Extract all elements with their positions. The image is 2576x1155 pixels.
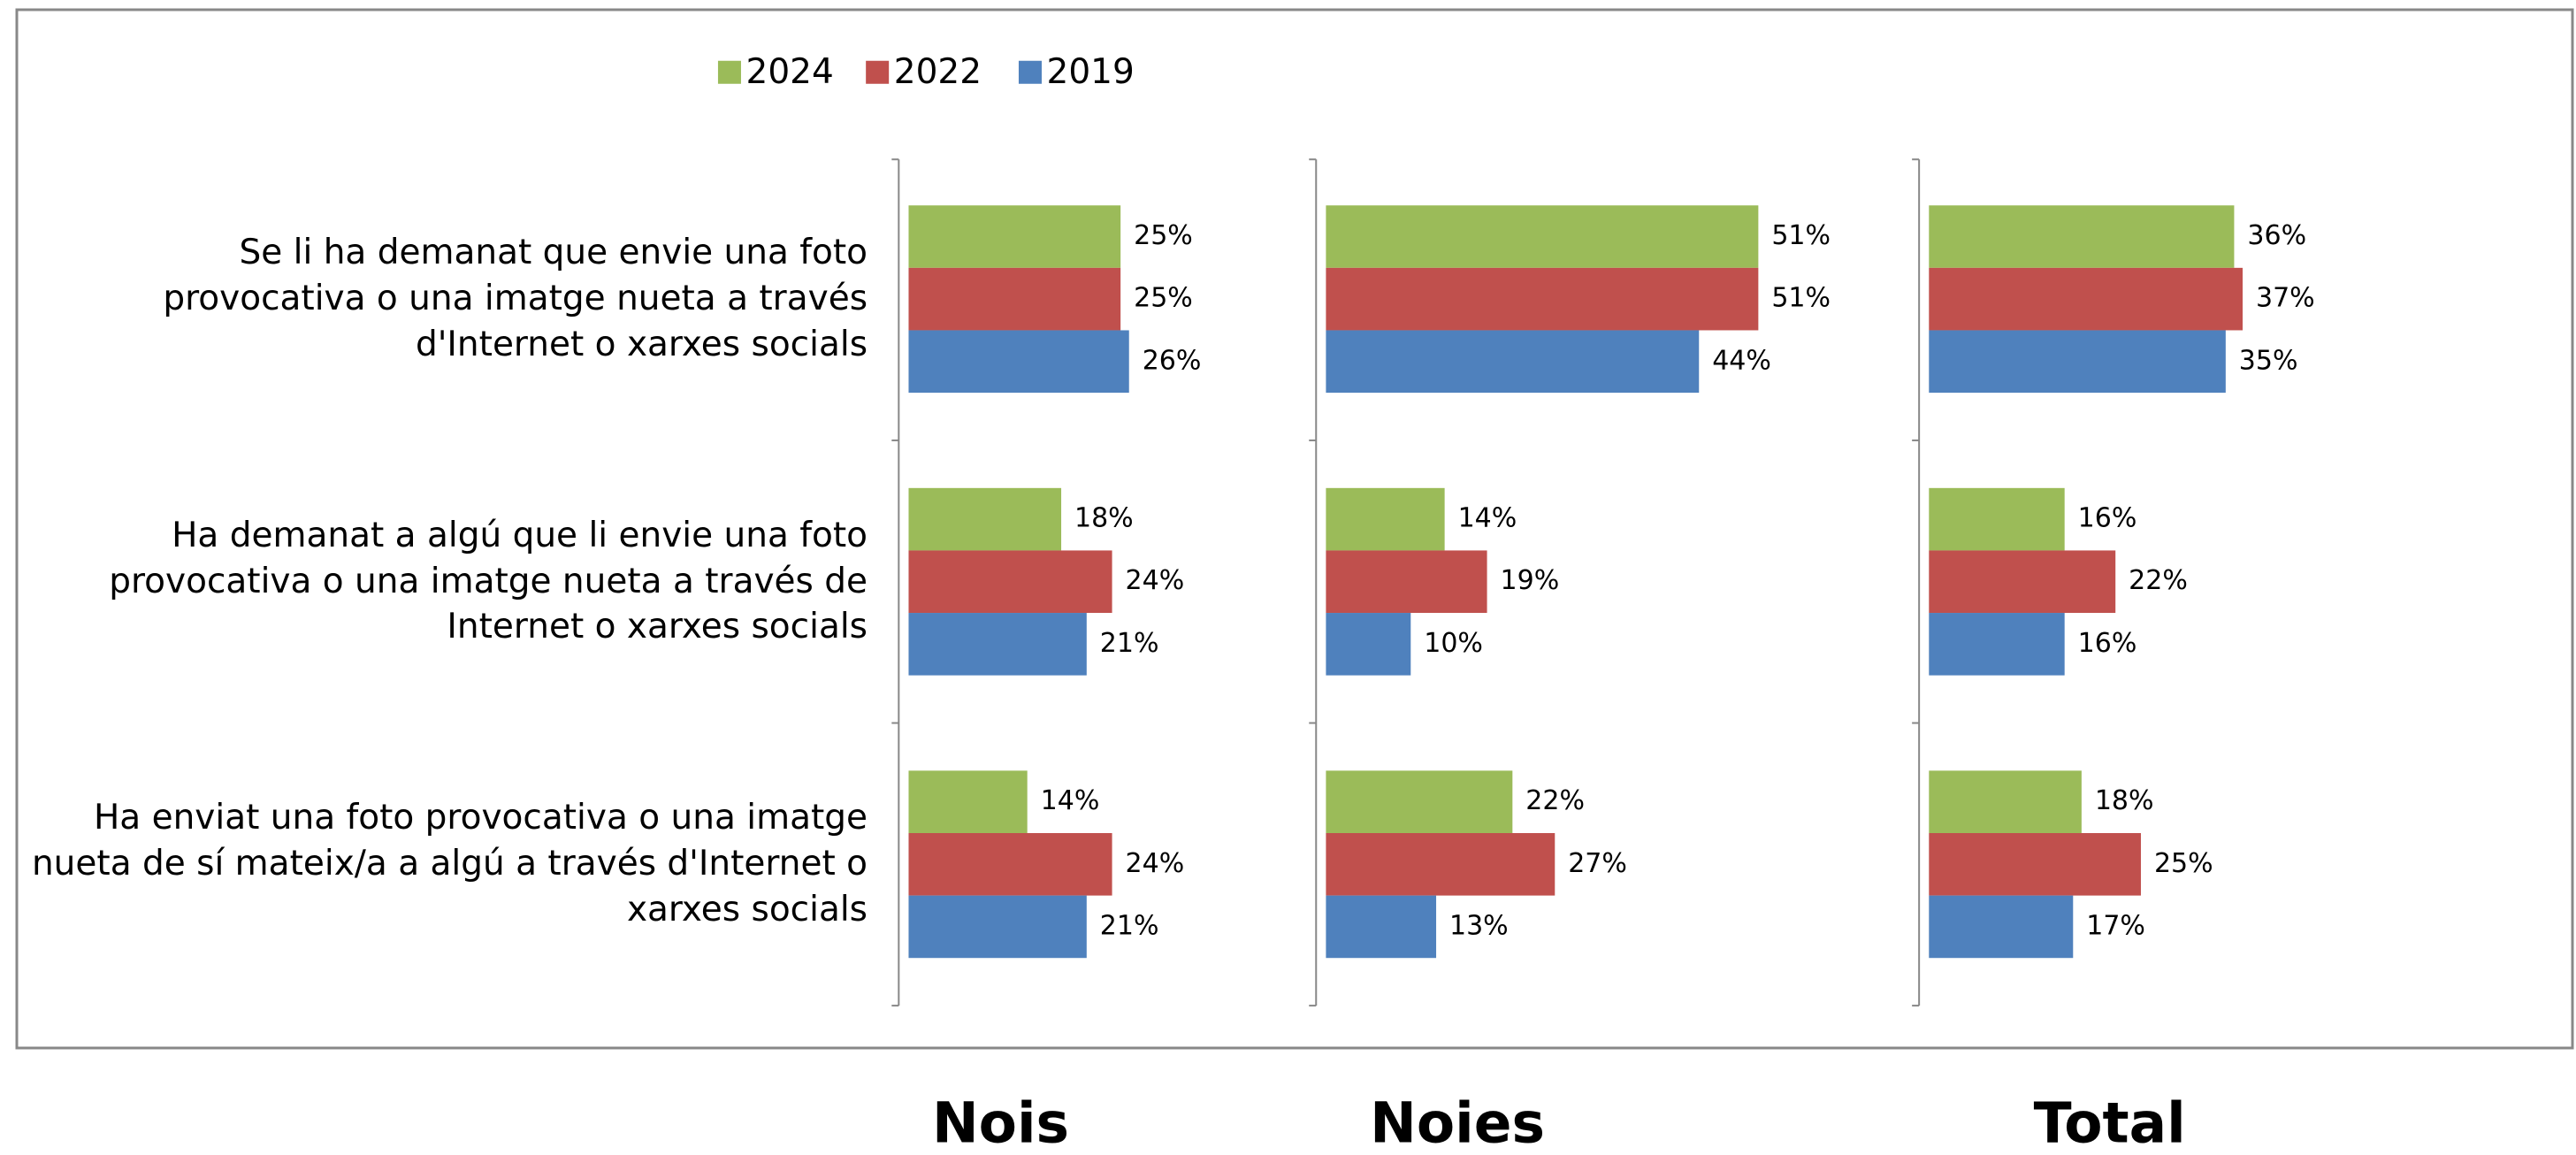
bar bbox=[1929, 770, 2082, 834]
value-label: 10% bbox=[1424, 628, 1483, 659]
bar bbox=[1326, 330, 1700, 394]
value-label: 36% bbox=[2247, 220, 2306, 251]
value-label: 27% bbox=[1568, 848, 1627, 879]
chart-border bbox=[15, 8, 2574, 1050]
category-label: Se li ha demanat que envie una foto prov… bbox=[163, 233, 868, 365]
bar bbox=[1326, 770, 1513, 834]
bar bbox=[908, 613, 1087, 676]
value-label: 16% bbox=[2078, 628, 2137, 659]
panel-title: Nois bbox=[932, 1091, 1069, 1155]
value-label: 26% bbox=[1143, 345, 1202, 376]
bar bbox=[1929, 487, 2065, 551]
value-label: 25% bbox=[1134, 220, 1193, 251]
value-label: 51% bbox=[1771, 220, 1831, 251]
bar bbox=[908, 205, 1121, 268]
value-label: 22% bbox=[2129, 565, 2188, 596]
panel-title: Noies bbox=[1370, 1091, 1545, 1155]
value-label: 19% bbox=[1501, 565, 1560, 596]
value-label: 16% bbox=[2078, 503, 2137, 534]
value-label: 24% bbox=[1126, 565, 1185, 596]
bar bbox=[1326, 205, 1759, 268]
value-label: 17% bbox=[2086, 910, 2145, 941]
bar bbox=[1326, 613, 1411, 676]
bar bbox=[1326, 550, 1487, 614]
value-label: 18% bbox=[1074, 503, 1134, 534]
legend-swatch bbox=[866, 60, 890, 84]
bar bbox=[908, 895, 1087, 959]
legend-swatch bbox=[717, 60, 741, 84]
value-label: 21% bbox=[1100, 910, 1159, 941]
category-label: Ha demanat a algú que li envie una foto … bbox=[109, 515, 868, 647]
value-label: 24% bbox=[1126, 848, 1185, 879]
value-label: 25% bbox=[1134, 283, 1193, 314]
legend-label: 2022 bbox=[894, 52, 982, 92]
value-label: 37% bbox=[2256, 283, 2315, 314]
bar bbox=[908, 833, 1112, 896]
bar bbox=[1929, 550, 2116, 614]
panel-title: Total bbox=[2034, 1091, 2186, 1155]
value-label: 18% bbox=[2095, 785, 2154, 816]
bar bbox=[1326, 487, 1445, 551]
value-label: 21% bbox=[1100, 628, 1159, 659]
value-label: 13% bbox=[1449, 910, 1509, 941]
bar bbox=[908, 770, 1028, 834]
bar bbox=[1929, 205, 2235, 268]
bar bbox=[908, 487, 1062, 551]
value-label: 14% bbox=[1041, 785, 1100, 816]
value-label: 51% bbox=[1771, 283, 1831, 314]
value-label: 22% bbox=[1525, 785, 1585, 816]
bar bbox=[908, 550, 1112, 614]
bar bbox=[1929, 895, 2074, 959]
value-label: 44% bbox=[1712, 345, 1771, 376]
legend-swatch bbox=[1018, 60, 1042, 84]
value-label: 25% bbox=[2154, 848, 2213, 879]
bar bbox=[1326, 267, 1759, 331]
value-label: 14% bbox=[1458, 503, 1517, 534]
bar bbox=[1326, 833, 1556, 896]
bar bbox=[908, 267, 1121, 331]
legend-label: 2019 bbox=[1047, 52, 1135, 92]
legend-label: 2024 bbox=[746, 52, 834, 92]
bar bbox=[1929, 613, 2065, 676]
bar bbox=[1929, 267, 2243, 331]
value-label: 35% bbox=[2239, 345, 2298, 376]
bar bbox=[1929, 330, 2226, 394]
bar bbox=[1929, 833, 2141, 896]
bar bbox=[908, 330, 1129, 394]
bar bbox=[1326, 895, 1437, 959]
category-label: Ha enviat una foto provocativa o una ima… bbox=[31, 798, 868, 930]
